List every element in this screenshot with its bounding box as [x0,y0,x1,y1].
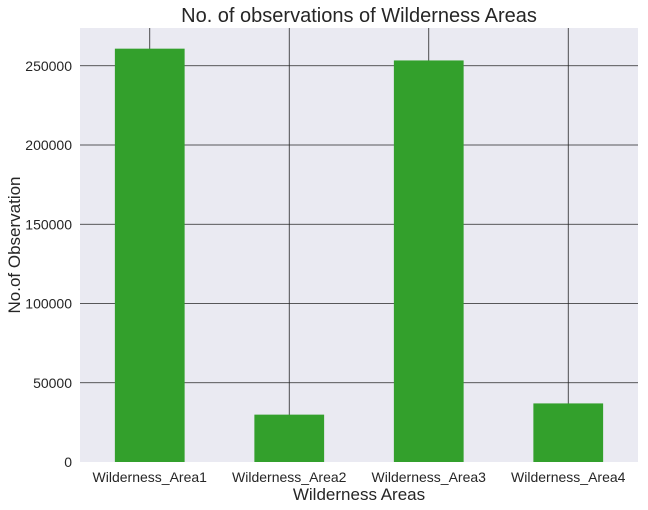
bar [254,414,325,462]
x-axis-label: Wilderness Areas [293,485,425,504]
x-tick-label: Wilderness_Area1 [93,469,208,485]
y-tick-label: 100000 [25,296,72,312]
bar [533,403,604,462]
x-tick-label: Wilderness_Area2 [232,469,347,485]
y-tick-label: 50000 [33,375,72,391]
y-tick-label: 200000 [25,137,72,153]
bar [114,48,185,463]
y-axis-ticks: 0 50000 100000 150000 200000 250000 [25,58,72,470]
y-tick-label: 250000 [25,58,72,74]
y-axis-label: No.of Observation [5,176,24,313]
bars [114,48,604,463]
x-tick-label: Wilderness_Area4 [511,469,626,485]
x-tick-label: Wilderness_Area3 [372,469,487,485]
y-tick-label: 150000 [25,216,72,232]
bar [393,60,464,463]
chart-title: No. of observations of Wilderness Areas [181,5,537,27]
y-tick-label: 0 [64,454,72,470]
x-axis-ticks: Wilderness_Area1 Wilderness_Area2 Wilderne… [93,469,626,485]
